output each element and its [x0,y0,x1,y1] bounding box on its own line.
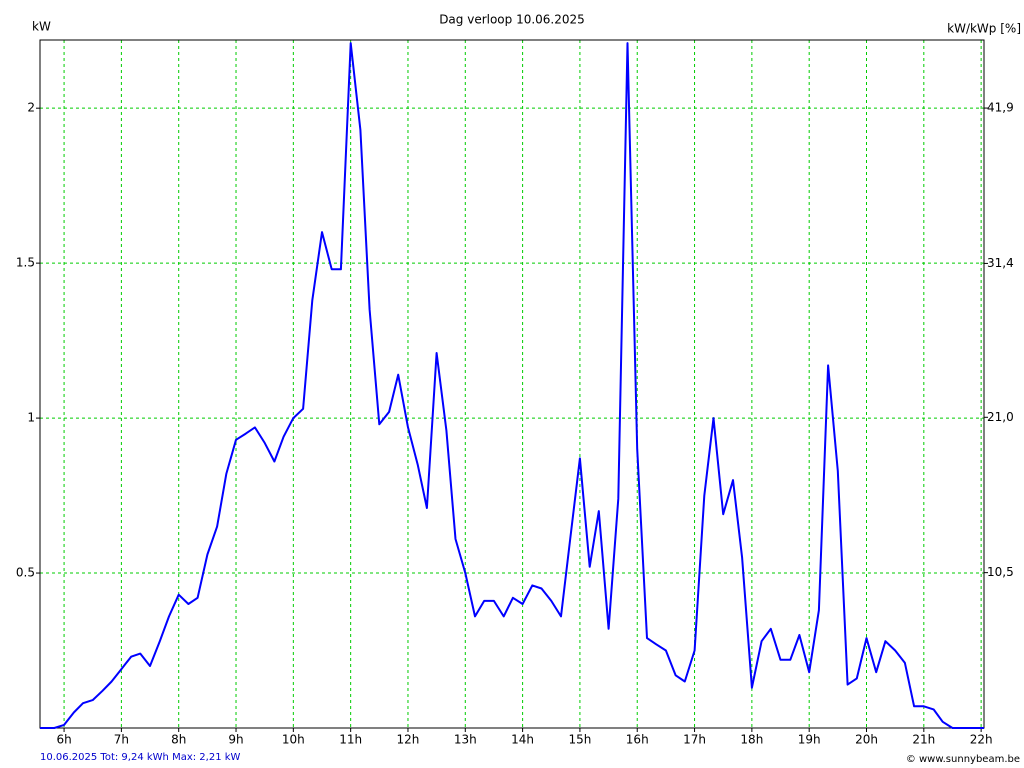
x-tick-label: 17h [683,733,706,747]
y-tick-label: 0.5 [16,566,35,580]
power-line [40,42,984,729]
y2-tick-label: 21,0 [987,410,1014,424]
x-tick-label: 10h [282,733,305,747]
footer-credit: © www.sunnybeam.be [906,754,1020,765]
x-tick-label: 15h [568,733,591,747]
y-tick-label: 1 [27,411,35,425]
y-axis-label: kW [32,20,51,34]
x-tick-label: 12h [397,733,420,747]
y2-tick-label: 10,5 [987,565,1014,579]
y-tick-label: 1.5 [16,256,35,270]
chart-title: Dag verloop 10.06.2025 [439,13,585,27]
x-tick-label: 18h [740,733,763,747]
x-tick-label: 19h [798,733,821,747]
y2-tick-label: 41,9 [987,101,1014,115]
x-tick-label: 13h [454,733,477,747]
plot-frame [39,39,985,729]
x-tick-label: 16h [626,733,649,747]
x-tick-label: 20h [855,733,878,747]
footer-summary: 10.06.2025 Tot: 9,24 kWh Max: 2,21 kW [40,752,241,763]
x-tick-label: 6h [56,733,71,747]
x-tick-label: 8h [171,733,186,747]
x-tick-label: 21h [912,733,935,747]
x-tick-label: 14h [511,733,534,747]
x-tick-label: 7h [114,733,129,747]
x-tick-label: 22h [970,733,993,747]
y2-tick-label: 31,4 [987,256,1014,270]
y-tick-label: 2 [27,101,35,115]
x-tick-label: 9h [228,733,243,747]
x-tick-label: 11h [339,733,362,747]
y2-axis-label: kW/kWp [%] [947,22,1021,36]
